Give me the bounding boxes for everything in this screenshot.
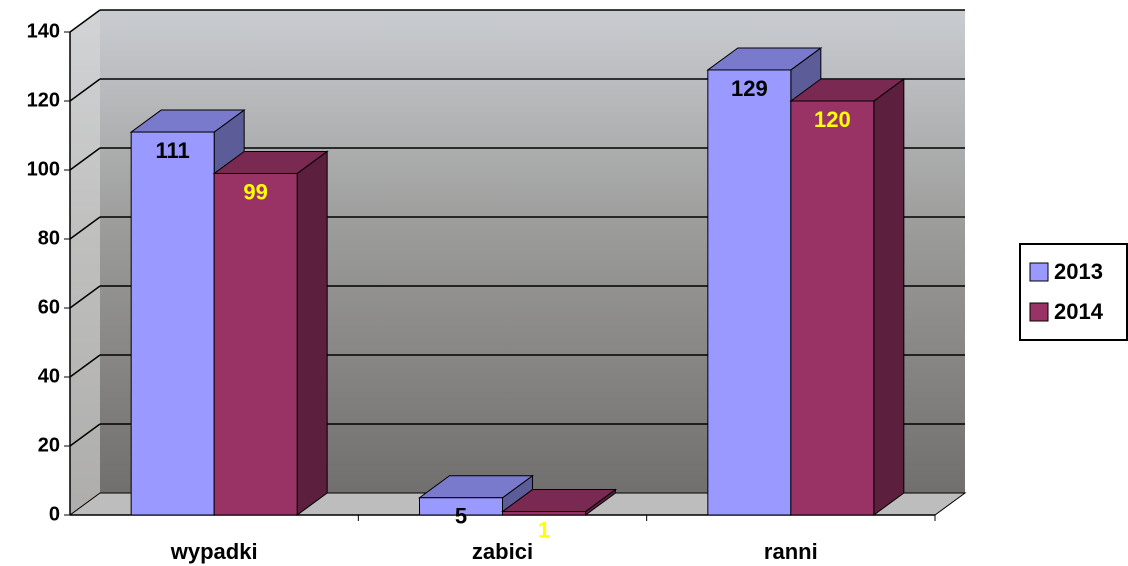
y-tick-label: 100	[27, 158, 60, 180]
grid-line	[69, 147, 101, 171]
legend-label: 2013	[1054, 259, 1103, 284]
bar	[790, 100, 875, 516]
data-label: 5	[455, 504, 467, 529]
y-tick-label: 140	[27, 20, 60, 42]
legend-swatch	[1029, 262, 1049, 282]
grid-line	[69, 285, 101, 309]
grid-line	[69, 216, 101, 240]
x-tick-label: wypadki	[170, 539, 258, 564]
bar	[130, 131, 215, 516]
bar	[419, 497, 503, 516]
bar	[502, 511, 586, 516]
bar	[213, 172, 298, 516]
legend-label: 2014	[1054, 299, 1104, 324]
y-tick-label: 120	[27, 89, 60, 111]
data-label: 99	[243, 179, 267, 204]
side-wall	[70, 10, 100, 515]
grid-line	[69, 9, 101, 33]
legend-box	[1019, 243, 1128, 341]
x-tick-label: ranni	[764, 539, 818, 564]
bar	[707, 69, 792, 516]
data-label: 111	[156, 138, 190, 163]
y-tick-label: 60	[38, 296, 60, 318]
data-label: 1	[538, 517, 550, 542]
bar-side	[296, 150, 328, 516]
grid-line	[69, 354, 101, 378]
y-tick-label: 40	[38, 365, 60, 387]
data-label: 120	[814, 107, 851, 132]
grid-line	[69, 423, 101, 447]
x-tick-label: zabici	[472, 539, 533, 564]
y-tick-label: 80	[38, 227, 60, 249]
bar-side	[873, 78, 905, 516]
legend-swatch	[1029, 302, 1049, 322]
data-label: 129	[731, 76, 768, 101]
y-tick-label: 0	[49, 503, 60, 525]
grid-line	[69, 78, 101, 102]
y-tick-label: 20	[38, 434, 60, 456]
